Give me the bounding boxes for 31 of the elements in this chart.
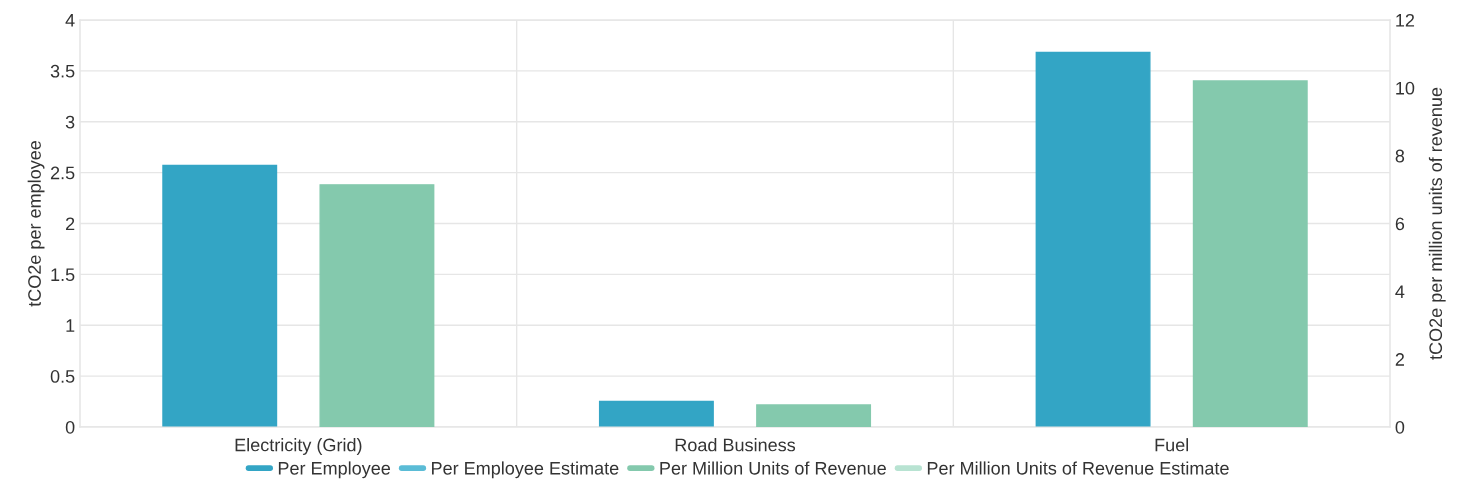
y-tick-label: 3.5: [50, 64, 75, 78]
legend-label: Per Million Units of Revenue: [660, 461, 886, 475]
y2-tick-label: 2: [1395, 353, 1404, 366]
y2-tick-label: 6: [1395, 217, 1405, 231]
y-tick-label: 0: [65, 420, 75, 434]
y2-axis-title: tCO2e per million units of revenue: [1428, 87, 1446, 360]
y-tick-label: 1: [66, 319, 75, 332]
legend-label: Per Employee: [278, 461, 391, 479]
bar: [319, 184, 435, 427]
y2-tick-label: 0: [1395, 420, 1405, 434]
y-tick-label: 2: [66, 217, 75, 231]
x-tick-label: Road Business: [675, 438, 796, 452]
bar: [1192, 80, 1308, 427]
x-tick-label: Electricity (Grid): [235, 438, 362, 455]
bar: [162, 164, 278, 427]
y-axis-title: tCO2e per employee: [27, 141, 45, 307]
bar: [1035, 51, 1151, 427]
y2-tick-label: 4: [1395, 285, 1405, 298]
y2-tick-label: 10: [1396, 81, 1415, 95]
y-tick-label: 3: [65, 115, 75, 129]
bar: [598, 400, 714, 427]
y-tick-label: 1.5: [51, 268, 75, 282]
y2-tick-label: 12: [1396, 13, 1415, 27]
y2-tick-label: 8: [1395, 149, 1405, 163]
legend-label: Per Million Units of Revenue Estimate: [927, 461, 1229, 475]
bar: [756, 404, 872, 427]
y-tick-label: 0.5: [50, 370, 75, 383]
x-tick-label: Fuel: [1155, 438, 1189, 452]
y-tick-label: 4: [65, 14, 75, 27]
legend-label: Per Employee Estimate: [432, 461, 619, 479]
y-tick-label: 2.5: [50, 166, 75, 180]
